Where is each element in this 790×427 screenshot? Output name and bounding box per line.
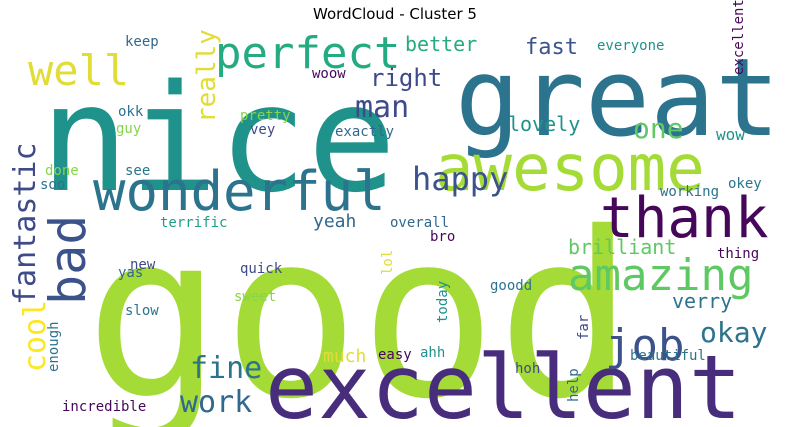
word-ahh: ahh bbox=[420, 345, 445, 361]
word-bad: bad bbox=[39, 215, 97, 305]
word-yeah: yeah bbox=[313, 211, 356, 232]
chart-title: WordCloud - Cluster 5 bbox=[313, 5, 477, 23]
word-hoh: hoh bbox=[515, 361, 540, 377]
word-exactly: exactly bbox=[335, 124, 394, 140]
word-thing: thing bbox=[717, 246, 759, 262]
word-fantastic: fantastic bbox=[8, 142, 43, 305]
word-quick: quick bbox=[240, 261, 283, 277]
word-happy: happy bbox=[412, 160, 508, 198]
word-goodd: goodd bbox=[490, 278, 532, 294]
word-right: right bbox=[370, 64, 442, 92]
word-nice: nice bbox=[40, 53, 396, 225]
word-incredible: incredible bbox=[62, 399, 146, 415]
word-well: well bbox=[28, 46, 129, 95]
word-today: today bbox=[435, 281, 451, 323]
word-really: really bbox=[192, 29, 222, 123]
word-lovely: lovely bbox=[508, 112, 580, 136]
word-new: new bbox=[130, 257, 156, 273]
word-lol: lol bbox=[380, 250, 396, 275]
word-one: one bbox=[633, 112, 684, 145]
word-beautiful: beautiful bbox=[630, 348, 706, 364]
word-soo: soo bbox=[40, 177, 65, 193]
word-overall: overall bbox=[390, 215, 449, 231]
word-okey: okey bbox=[728, 176, 762, 192]
word-okk: okk bbox=[118, 104, 144, 120]
word-guy: guy bbox=[116, 121, 141, 137]
word-job: job bbox=[605, 320, 684, 371]
word-keep: keep bbox=[125, 34, 159, 50]
word-see: see bbox=[125, 163, 150, 179]
word-working: working bbox=[660, 184, 719, 200]
word-slow: slow bbox=[125, 303, 159, 319]
word-help: help bbox=[566, 368, 582, 402]
word-excellenteeee: excellenteeee bbox=[731, 0, 747, 75]
word-yas: yas bbox=[118, 265, 143, 281]
word-better: better bbox=[405, 32, 477, 56]
word-fine: fine bbox=[190, 351, 262, 386]
word-man: man bbox=[355, 90, 409, 125]
word-wonderful: wonderful bbox=[93, 160, 386, 223]
word-perfect: perfect bbox=[215, 28, 400, 79]
word-enough: enough bbox=[46, 321, 62, 372]
word-bro: bro bbox=[430, 229, 455, 245]
word-excellent: excellent bbox=[265, 336, 742, 427]
word-work: work bbox=[180, 385, 252, 420]
word-brilliant: brilliant bbox=[568, 235, 676, 259]
word-okay: okay bbox=[700, 316, 767, 349]
word-done: done bbox=[45, 163, 79, 179]
word-far: far bbox=[576, 315, 592, 340]
word-fast: fast bbox=[525, 35, 578, 60]
word-sweet: sweet bbox=[234, 289, 276, 305]
word-thank: thank bbox=[600, 186, 769, 251]
word-woow: woow bbox=[312, 66, 346, 82]
word-wow: wow bbox=[716, 125, 745, 144]
word-terrific: terrific bbox=[160, 215, 227, 231]
word-everyone: everyone bbox=[597, 38, 664, 54]
word-amazing: amazing bbox=[568, 250, 753, 301]
word-cool: cool bbox=[18, 300, 53, 372]
word-easy: easy bbox=[378, 347, 412, 363]
word-verry: verry bbox=[672, 289, 732, 313]
word-great: great bbox=[455, 36, 780, 161]
word-pretty: pretty bbox=[240, 108, 291, 124]
word-good: good bbox=[85, 183, 634, 427]
word-awesome: awesome bbox=[435, 132, 705, 206]
word-vey: vey bbox=[250, 122, 275, 138]
word-much: much bbox=[323, 346, 366, 367]
